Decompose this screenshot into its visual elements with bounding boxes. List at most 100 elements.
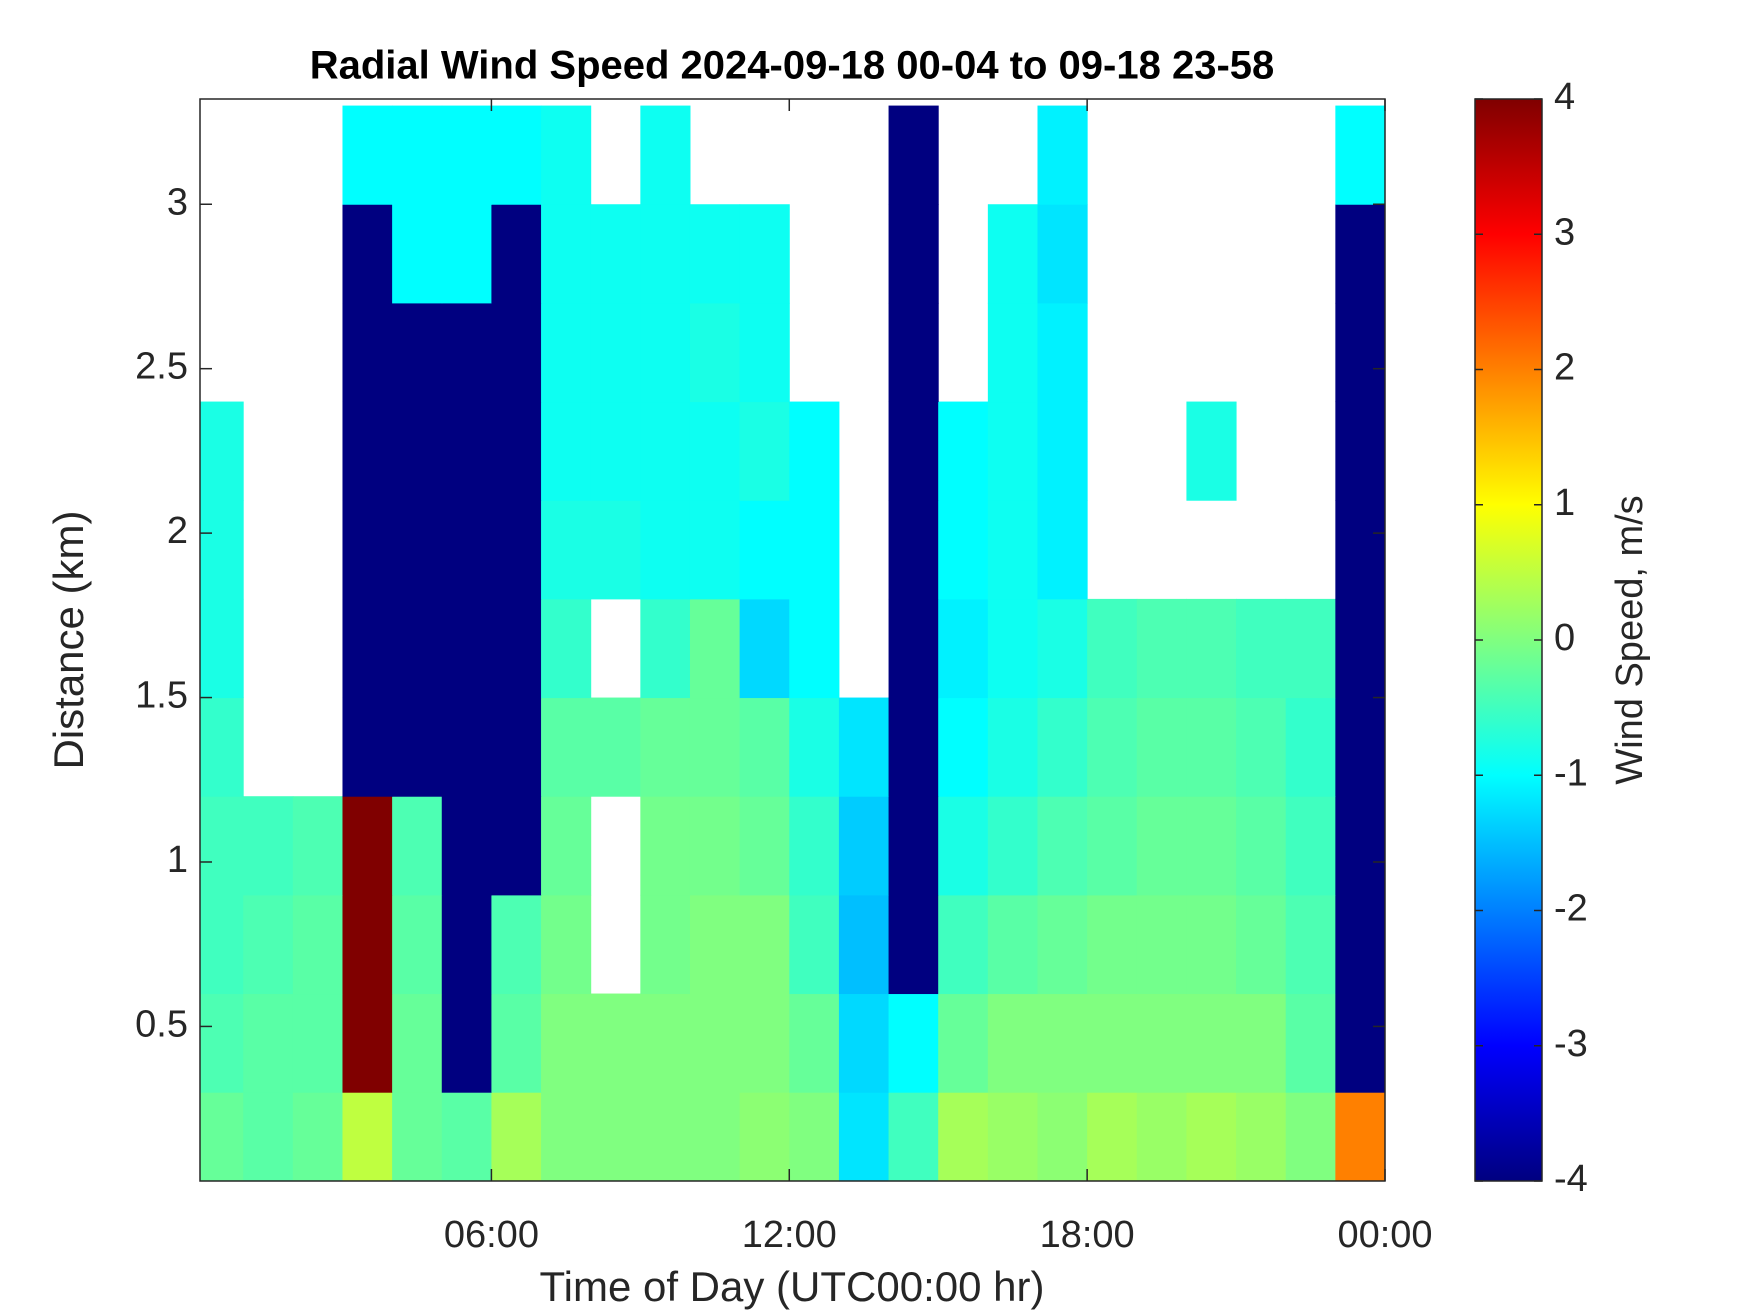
heatmap-cell <box>491 598 542 699</box>
heatmap-cell <box>243 993 294 1093</box>
heatmap-cell <box>1186 993 1237 1093</box>
heatmap-cell <box>1087 1092 1138 1181</box>
heatmap-cell <box>987 598 1038 699</box>
heatmap-cell <box>1087 697 1138 797</box>
heatmap-cell <box>1236 894 1287 995</box>
heatmap-cell <box>243 796 294 896</box>
heatmap-cell <box>590 204 641 304</box>
heatmap-cell <box>1037 697 1088 797</box>
heatmap-cell <box>987 697 1038 797</box>
heatmap-cell <box>441 894 492 995</box>
heatmap-cell <box>789 500 840 600</box>
heatmap-cell <box>1136 1092 1187 1181</box>
heatmap-cell <box>1037 204 1088 304</box>
heatmap-cell <box>541 993 592 1093</box>
heatmap-cell <box>1335 993 1385 1093</box>
x-tick-label: 18:00 <box>1040 1214 1135 1256</box>
heatmap-cell <box>1186 598 1237 699</box>
heatmap-cell <box>888 500 939 600</box>
heatmap-cell <box>938 993 989 1093</box>
heatmap-cell <box>739 894 790 995</box>
heatmap-cell <box>689 401 741 501</box>
heatmap-cell <box>392 598 443 699</box>
heatmap-cell <box>987 302 1038 403</box>
heatmap-cell <box>200 993 244 1093</box>
heatmap-cell <box>1186 697 1237 797</box>
heatmap-cell <box>888 105 939 205</box>
heatmap-cell <box>640 993 691 1093</box>
heatmap-cell <box>491 105 542 205</box>
y-tick-label: 3 <box>167 181 188 223</box>
heatmap-cell <box>541 302 592 403</box>
heatmap-cell <box>1037 105 1088 205</box>
heatmap-cell <box>441 401 492 501</box>
heatmap-cell <box>1136 894 1187 995</box>
heatmap-cell <box>1285 697 1336 797</box>
heatmap-cell <box>1285 894 1336 995</box>
heatmap-cell <box>1236 1092 1287 1181</box>
heatmap-cell <box>1087 993 1138 1093</box>
heatmap-cell <box>590 1092 641 1181</box>
heatmap-cell <box>200 598 244 699</box>
heatmap-cell <box>739 598 790 699</box>
y-tick-label: 0.5 <box>135 1003 188 1045</box>
heatmap-cell <box>938 894 989 995</box>
heatmap-cell <box>1037 401 1088 501</box>
colorbar <box>1474 98 1543 1182</box>
heatmap-cell <box>342 302 393 403</box>
heatmap-cell <box>789 598 840 699</box>
heatmap-cell <box>1285 1092 1336 1181</box>
heatmap-cell <box>739 401 790 501</box>
y-tick-label: 1.5 <box>135 675 188 717</box>
heatmap-cell <box>640 500 691 600</box>
heatmap-cell <box>1335 894 1385 995</box>
heatmap-cell <box>1335 1092 1385 1181</box>
heatmap-cell <box>392 204 443 304</box>
x-tick-label: 06:00 <box>444 1214 539 1256</box>
colorbar-tick-label: 3 <box>1554 211 1575 253</box>
heatmap-cell <box>739 796 790 896</box>
heatmap-cell <box>1186 1092 1237 1181</box>
x-tick-label: 00:00 <box>1337 1214 1432 1256</box>
heatmap-cell <box>838 993 890 1093</box>
heatmap-cell <box>1285 993 1336 1093</box>
heatmap-cell <box>342 1092 393 1181</box>
heatmap-cell <box>491 401 542 501</box>
heatmap-cell <box>342 204 393 304</box>
heatmap-cell <box>1037 1092 1088 1181</box>
heatmap-cell <box>342 105 393 205</box>
heatmap-cell <box>541 1092 592 1181</box>
heatmap-cell <box>441 993 492 1093</box>
heatmap-cell <box>838 894 890 995</box>
heatmap-cell <box>689 204 741 304</box>
heatmap-cell <box>590 302 641 403</box>
heatmap-cell <box>590 697 641 797</box>
heatmap-cell <box>441 105 492 205</box>
heatmap-cell <box>888 796 939 896</box>
heatmap-cell <box>1236 697 1287 797</box>
heatmap-cell <box>1236 993 1287 1093</box>
heatmap-cell <box>200 1092 244 1181</box>
y-tick-label: 2 <box>167 510 188 552</box>
heatmap-cell <box>689 500 741 600</box>
heatmap-cell <box>441 598 492 699</box>
heatmap-cell <box>640 105 691 205</box>
heatmap-cell <box>1186 796 1237 896</box>
heatmap-cell <box>200 401 244 501</box>
colorbar-tick-label: 1 <box>1554 482 1575 524</box>
colorbar-tick-label: -2 <box>1554 888 1588 930</box>
heatmap-cell <box>392 401 443 501</box>
heatmap-cell <box>987 796 1038 896</box>
heatmap-cell <box>789 796 840 896</box>
heatmap-cell <box>1087 796 1138 896</box>
heatmap-cell <box>541 796 592 896</box>
colorbar-tick-label: -1 <box>1554 752 1588 794</box>
heatmap-cell <box>888 993 939 1093</box>
heatmap-cell <box>491 302 542 403</box>
heatmap-cell <box>1186 401 1237 501</box>
heatmap-cell <box>1087 894 1138 995</box>
colorbar-tick-label: 4 <box>1554 76 1575 118</box>
heatmap-cell <box>987 894 1038 995</box>
heatmap-cell <box>441 500 492 600</box>
